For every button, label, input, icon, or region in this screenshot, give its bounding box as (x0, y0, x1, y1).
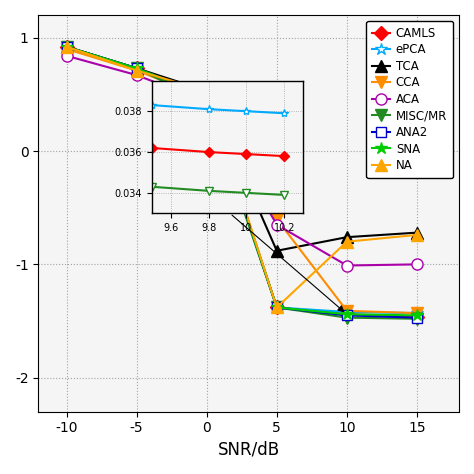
ePCA (204, 92, 210, 98)
Line: TCA: TCA (61, 41, 422, 256)
ANA2 (274, 305, 280, 310)
CCA (274, 216, 280, 222)
MISC/MR (274, 305, 280, 310)
ANA2 (134, 65, 139, 71)
ANA2 (204, 92, 210, 98)
NA (344, 239, 350, 245)
CAMLS (414, 314, 420, 319)
CCA (414, 310, 420, 316)
TCA (414, 230, 420, 236)
SNA (344, 311, 350, 317)
CAMLS (204, 92, 210, 98)
Line: CCA: CCA (61, 44, 422, 319)
Line: CAMLS: CAMLS (62, 42, 422, 321)
Line: MISC/MR: MISC/MR (61, 41, 422, 324)
TCA (344, 234, 350, 240)
ACA (134, 72, 139, 78)
CAMLS (64, 44, 69, 50)
ePCA (344, 309, 350, 315)
CAMLS (134, 65, 139, 71)
NA (414, 232, 420, 238)
ANA2 (64, 44, 69, 50)
CAMLS (274, 305, 280, 310)
TCA (204, 88, 210, 94)
Legend: CAMLS, ePCA, TCA, CCA, ACA, MISC/MR, ANA2, SNA, NA: CAMLS, ePCA, TCA, CCA, ACA, MISC/MR, ANA… (366, 21, 453, 178)
ACA (274, 222, 280, 228)
SNA (414, 312, 420, 318)
ePCA (274, 305, 280, 310)
NA (274, 305, 280, 310)
MISC/MR (344, 315, 350, 320)
ePCA (414, 310, 420, 316)
ePCA (134, 65, 139, 71)
CCA (344, 308, 350, 314)
ANA2 (414, 315, 420, 320)
ACA (64, 53, 69, 59)
SNA (204, 92, 210, 98)
Line: ePCA: ePCA (60, 40, 423, 319)
Line: ACA: ACA (61, 50, 422, 271)
CCA (204, 95, 210, 100)
TCA (274, 248, 280, 254)
NA (204, 88, 210, 94)
ACA (414, 262, 420, 267)
X-axis label: SNR/dB: SNR/dB (218, 441, 280, 459)
MISC/MR (134, 65, 139, 71)
CCA (134, 68, 139, 73)
MISC/MR (414, 316, 420, 322)
ANA2 (344, 312, 350, 318)
MISC/MR (64, 44, 69, 50)
CCA (64, 46, 69, 52)
CAMLS (344, 311, 350, 317)
TCA (64, 44, 69, 50)
NA (64, 44, 69, 50)
SNA (64, 44, 69, 50)
SNA (134, 65, 139, 71)
Line: NA: NA (61, 41, 422, 313)
NA (134, 68, 139, 73)
Line: ANA2: ANA2 (62, 42, 422, 322)
ACA (204, 100, 210, 105)
ePCA (64, 44, 69, 50)
MISC/MR (204, 100, 210, 105)
TCA (134, 65, 139, 71)
SNA (274, 305, 280, 310)
ACA (344, 263, 350, 268)
Line: SNA: SNA (60, 40, 423, 322)
